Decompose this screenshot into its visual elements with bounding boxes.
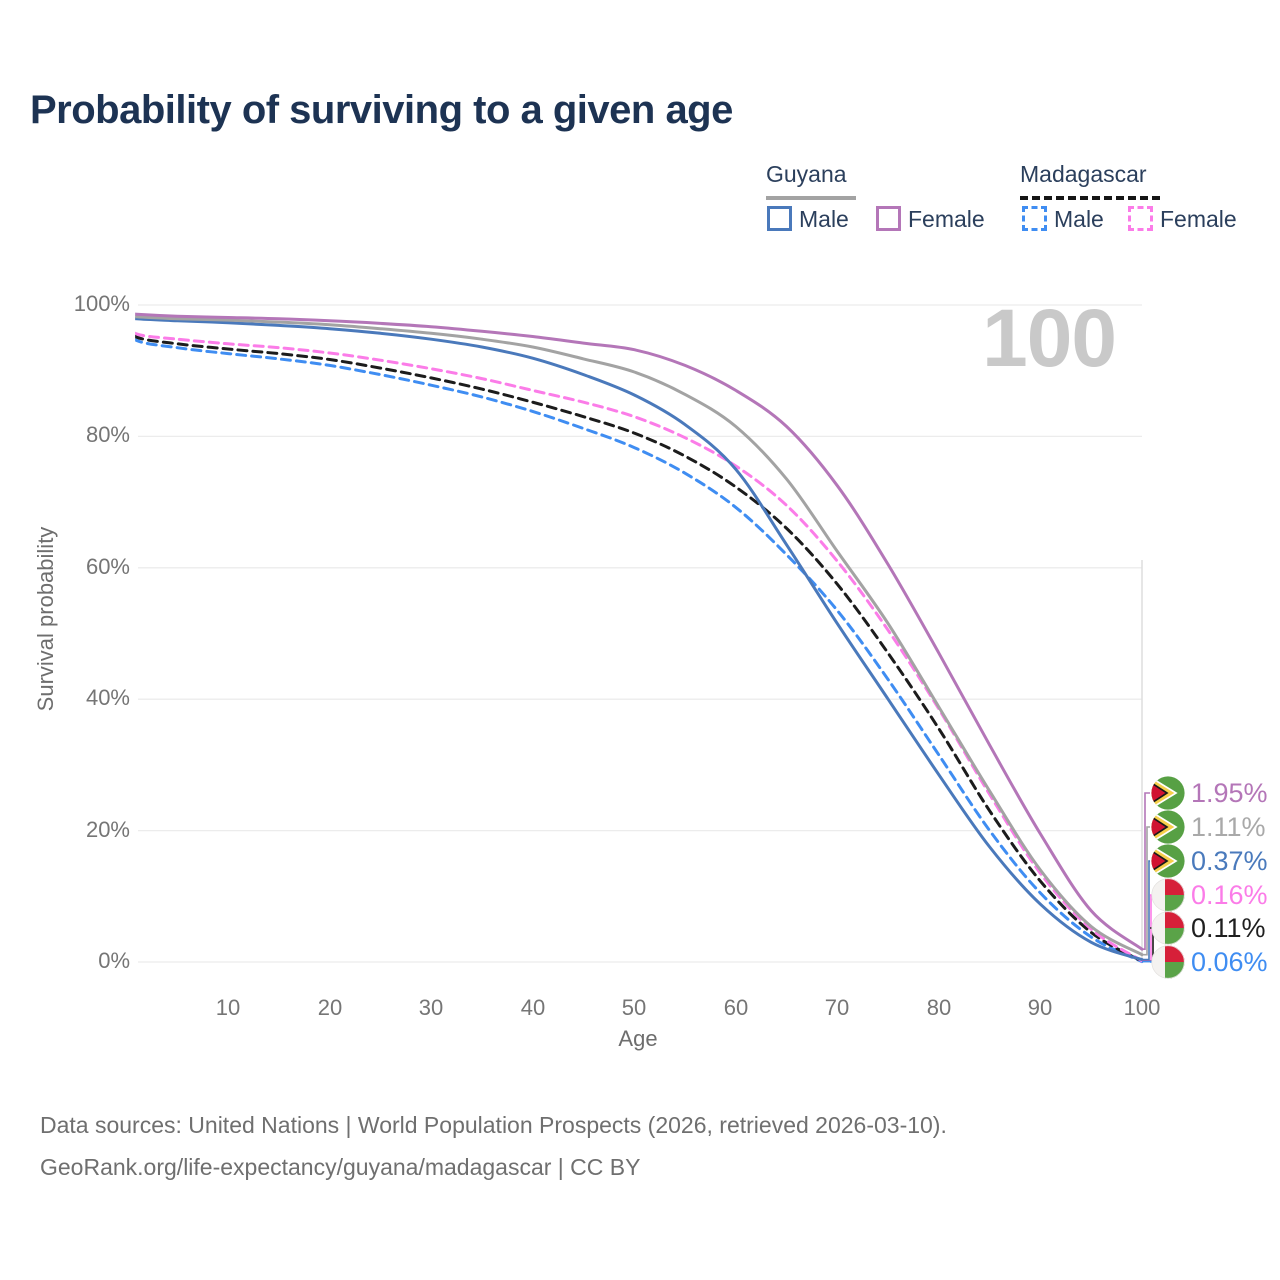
legend-swatch-madagascar-male[interactable]	[1022, 206, 1047, 231]
legend-item-madagascar-male[interactable]: Male	[1054, 206, 1104, 232]
y-tick-label-0%: 0%	[98, 948, 130, 973]
series-line-guyana-all[interactable]	[127, 315, 1144, 957]
end-value-row-madagascar-all: 0.11%	[1151, 911, 1266, 945]
madagascar-flag-icon	[1151, 878, 1185, 912]
end-value-label-guyana-all: 1.11%	[1191, 811, 1266, 842]
end-value-label-madagascar-male: 0.06%	[1191, 946, 1268, 977]
end-value-row-guyana-all: 1.11%	[1151, 810, 1266, 844]
page-title: Probability of surviving to a given age	[30, 88, 733, 132]
legend-item-madagascar-female[interactable]: Female	[1160, 206, 1237, 232]
end-label-connector-guyana-male	[1142, 860, 1150, 961]
legend-group-madagascar: Madagascar	[1020, 161, 1147, 187]
legend-swatch-guyana-female[interactable]	[876, 206, 901, 231]
x-tick-label-80: 80	[926, 995, 952, 1020]
series-line-madagascar-male[interactable]	[127, 325, 1144, 964]
end-value-label-guyana-male: 0.37%	[1191, 845, 1268, 876]
end-value-label-madagascar-female: 0.16%	[1191, 879, 1268, 910]
legend-underline-guyana-solid	[766, 196, 856, 200]
series-line-guyana-female[interactable]	[127, 312, 1144, 951]
series-line-madagascar-all[interactable]	[127, 323, 1144, 963]
x-tick-label-100: 100	[1123, 995, 1161, 1020]
x-tick-label-30: 30	[418, 995, 444, 1020]
end-value-row-madagascar-male: 0.06%	[1151, 945, 1268, 979]
legend-swatch-guyana-male[interactable]	[767, 206, 792, 231]
guyana-flag-icon	[1151, 844, 1185, 878]
legend-underline-madagascar-dashed	[1020, 196, 1160, 200]
footer: Data sources: United Nations | World Pop…	[40, 1104, 1240, 1188]
x-tick-label-90: 90	[1027, 995, 1053, 1020]
end-value-row-guyana-female: 1.95%	[1151, 776, 1268, 810]
y-tick-label-60%: 60%	[85, 554, 130, 579]
end-value-row-madagascar-female: 0.16%	[1151, 878, 1268, 912]
end-label-connector-guyana-all	[1142, 826, 1150, 956]
y-tick-label-20%: 20%	[85, 817, 130, 842]
x-tick-label-10: 10	[215, 995, 241, 1020]
x-tick-label-50: 50	[621, 995, 647, 1020]
y-tick-label-100%: 100%	[73, 291, 130, 316]
x-tick-label-40: 40	[520, 995, 546, 1020]
y-tick-label-80%: 80%	[85, 422, 130, 447]
end-label-connector-guyana-female	[1142, 792, 1150, 950]
legend-item-guyana-male[interactable]: Male	[799, 206, 849, 232]
x-tick-label-70: 70	[824, 995, 850, 1020]
x-tick-label-20: 20	[317, 995, 343, 1020]
end-value-label-guyana-female: 1.95%	[1191, 777, 1268, 808]
guyana-flag-icon	[1151, 776, 1185, 810]
end-value-row-guyana-male: 0.37%	[1151, 844, 1268, 878]
series-line-madagascar-female[interactable]	[127, 321, 1144, 963]
x-tick-label-60: 60	[723, 995, 749, 1020]
madagascar-flag-icon	[1151, 945, 1185, 979]
x-axis-title: Age	[618, 1026, 658, 1051]
guyana-flag-icon	[1151, 810, 1185, 844]
footer-datasource-line: Data sources: United Nations | World Pop…	[40, 1112, 947, 1138]
y-axis-title: Survival probability	[33, 526, 58, 712]
hovered-age-label: 100	[982, 293, 1117, 384]
madagascar-flag-icon	[1151, 911, 1185, 945]
legend-item-guyana-female[interactable]: Female	[908, 206, 985, 232]
legend-swatch-madagascar-female[interactable]	[1128, 206, 1153, 231]
footer-attribution-line: GeoRank.org/life-expectancy/guyana/madag…	[40, 1154, 641, 1180]
y-tick-label-40%: 40%	[85, 685, 130, 710]
legend-group-guyana: Guyana	[766, 161, 847, 187]
series-line-guyana-male[interactable]	[127, 317, 1144, 962]
end-value-label-madagascar-all: 0.11%	[1191, 912, 1266, 943]
